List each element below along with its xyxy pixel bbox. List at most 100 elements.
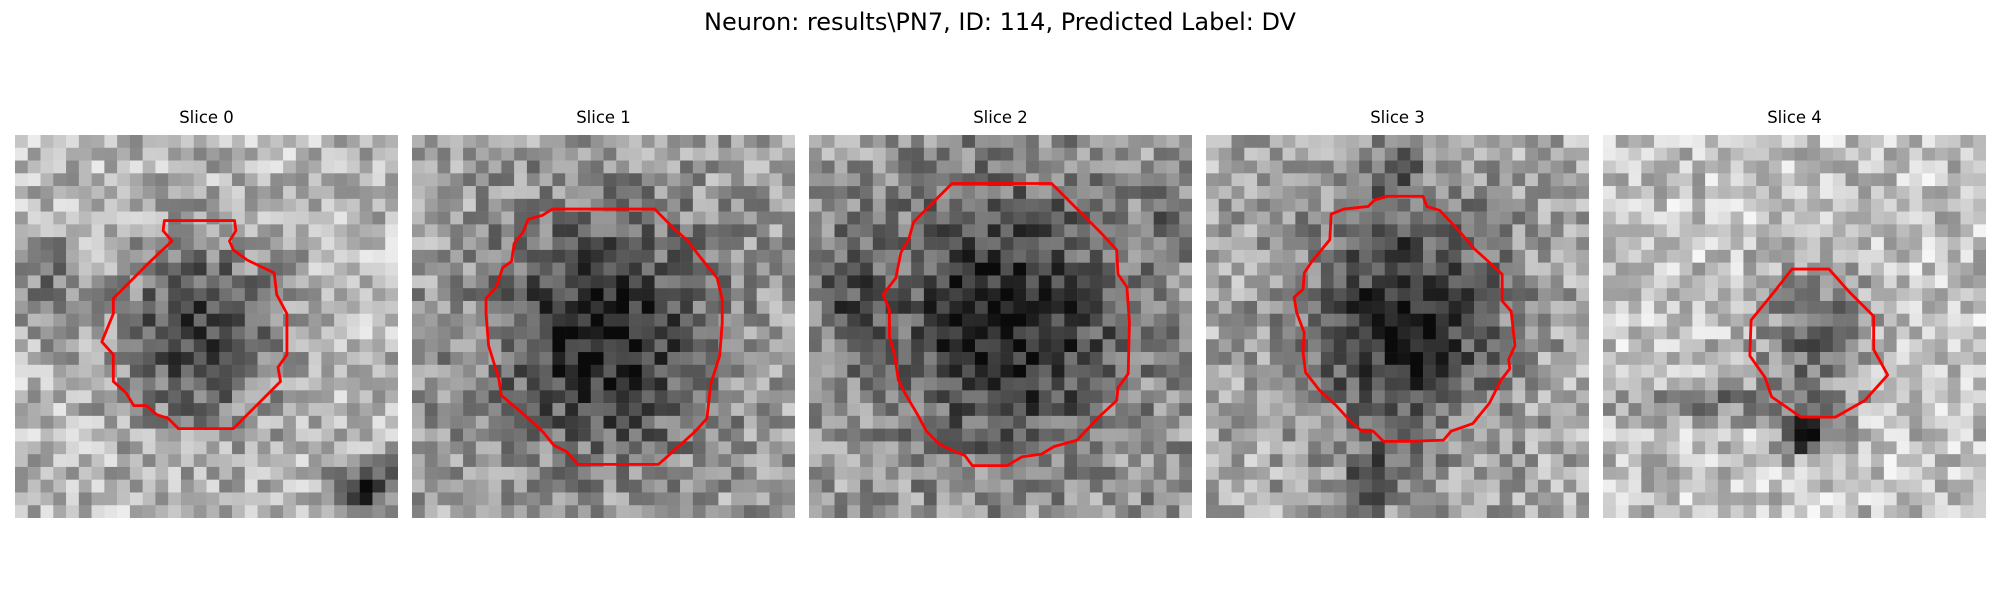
image-pixel bbox=[565, 377, 579, 391]
image-pixel bbox=[295, 288, 309, 302]
image-pixel bbox=[1820, 390, 1834, 404]
image-pixel bbox=[1666, 428, 1680, 442]
image-pixel bbox=[1807, 186, 1821, 200]
image-pixel bbox=[1922, 313, 1936, 327]
image-pixel bbox=[1679, 352, 1693, 366]
image-pixel bbox=[616, 313, 630, 327]
image-pixel bbox=[731, 339, 745, 353]
image-pixel bbox=[1397, 237, 1411, 251]
image-pixel bbox=[743, 415, 757, 429]
image-pixel bbox=[1038, 390, 1052, 404]
image-pixel bbox=[206, 224, 220, 238]
image-pixel bbox=[911, 262, 925, 276]
image-pixel bbox=[692, 275, 706, 289]
image-pixel bbox=[1768, 326, 1782, 340]
image-pixel bbox=[1603, 441, 1617, 455]
image-pixel bbox=[129, 237, 143, 251]
image-pixel bbox=[1692, 186, 1706, 200]
image-pixel bbox=[654, 186, 668, 200]
image-pixel bbox=[475, 198, 489, 212]
image-pixel bbox=[206, 249, 220, 263]
image-pixel bbox=[962, 211, 976, 225]
image-pixel bbox=[705, 186, 719, 200]
image-pixel bbox=[1615, 275, 1629, 289]
image-pixel bbox=[936, 300, 950, 314]
image-pixel bbox=[821, 441, 835, 455]
image-pixel bbox=[1128, 403, 1142, 417]
image-pixel bbox=[168, 198, 182, 212]
image-pixel bbox=[1628, 364, 1642, 378]
image-pixel bbox=[1359, 505, 1373, 518]
image-pixel bbox=[142, 339, 156, 353]
image-pixel bbox=[424, 492, 438, 506]
image-pixel bbox=[782, 403, 795, 417]
image-pixel bbox=[257, 173, 271, 187]
image-pixel bbox=[385, 249, 398, 263]
image-pixel bbox=[743, 364, 757, 378]
image-pixel bbox=[1537, 403, 1551, 417]
image-pixel bbox=[270, 147, 284, 161]
image-pixel bbox=[1845, 224, 1859, 238]
image-pixel bbox=[821, 173, 835, 187]
image-pixel bbox=[1922, 147, 1936, 161]
image-pixel bbox=[1089, 466, 1103, 480]
image-pixel bbox=[1743, 262, 1757, 276]
image-pixel bbox=[1807, 326, 1821, 340]
image-pixel bbox=[1153, 249, 1167, 263]
image-pixel bbox=[1883, 173, 1897, 187]
image-pixel bbox=[1179, 377, 1192, 391]
image-pixel bbox=[1282, 492, 1296, 506]
image-pixel bbox=[1858, 173, 1872, 187]
image-pixel bbox=[53, 466, 67, 480]
image-pixel bbox=[1397, 198, 1411, 212]
image-pixel bbox=[424, 249, 438, 263]
image-pixel bbox=[1064, 377, 1078, 391]
image-pixel bbox=[321, 415, 335, 429]
image-pixel bbox=[1641, 300, 1655, 314]
image-pixel bbox=[923, 135, 937, 149]
image-pixel bbox=[1563, 186, 1577, 200]
image-pixel bbox=[117, 466, 131, 480]
image-pixel bbox=[872, 441, 886, 455]
image-pixel bbox=[232, 198, 246, 212]
image-pixel bbox=[27, 186, 41, 200]
image-pixel bbox=[1346, 326, 1360, 340]
image-pixel bbox=[1615, 237, 1629, 251]
image-pixel bbox=[974, 224, 988, 238]
image-pixel bbox=[206, 403, 220, 417]
image-pixel bbox=[359, 288, 373, 302]
image-pixel bbox=[359, 198, 373, 212]
image-pixel bbox=[1474, 160, 1488, 174]
image-pixel bbox=[424, 415, 438, 429]
image-pixel bbox=[1768, 479, 1782, 493]
image-pixel bbox=[565, 415, 579, 429]
image-pixel bbox=[1743, 492, 1757, 506]
image-pixel bbox=[1807, 173, 1821, 187]
image-pixel bbox=[66, 428, 80, 442]
image-pixel bbox=[1026, 262, 1040, 276]
image-pixel bbox=[501, 390, 515, 404]
image-pixel bbox=[1768, 224, 1782, 238]
image-pixel bbox=[1397, 326, 1411, 340]
image-pixel bbox=[27, 211, 41, 225]
image-pixel bbox=[847, 479, 861, 493]
image-pixel bbox=[834, 237, 848, 251]
image-pixel bbox=[872, 492, 886, 506]
image-pixel bbox=[1051, 249, 1065, 263]
image-pixel bbox=[1346, 186, 1360, 200]
image-pixel bbox=[809, 224, 823, 238]
image-pixel bbox=[1333, 147, 1347, 161]
image-pixel bbox=[923, 441, 937, 455]
image-pixel bbox=[514, 505, 528, 518]
image-pixel bbox=[1781, 339, 1795, 353]
image-pixel bbox=[1641, 364, 1655, 378]
image-pixel bbox=[1832, 428, 1846, 442]
image-pixel bbox=[257, 415, 271, 429]
image-pixel bbox=[91, 147, 105, 161]
image-pixel bbox=[40, 198, 54, 212]
image-pixel bbox=[680, 352, 694, 366]
image-pixel bbox=[1013, 441, 1027, 455]
image-pixel bbox=[1397, 135, 1411, 149]
image-pixel bbox=[1730, 300, 1744, 314]
image-pixel bbox=[1231, 403, 1245, 417]
